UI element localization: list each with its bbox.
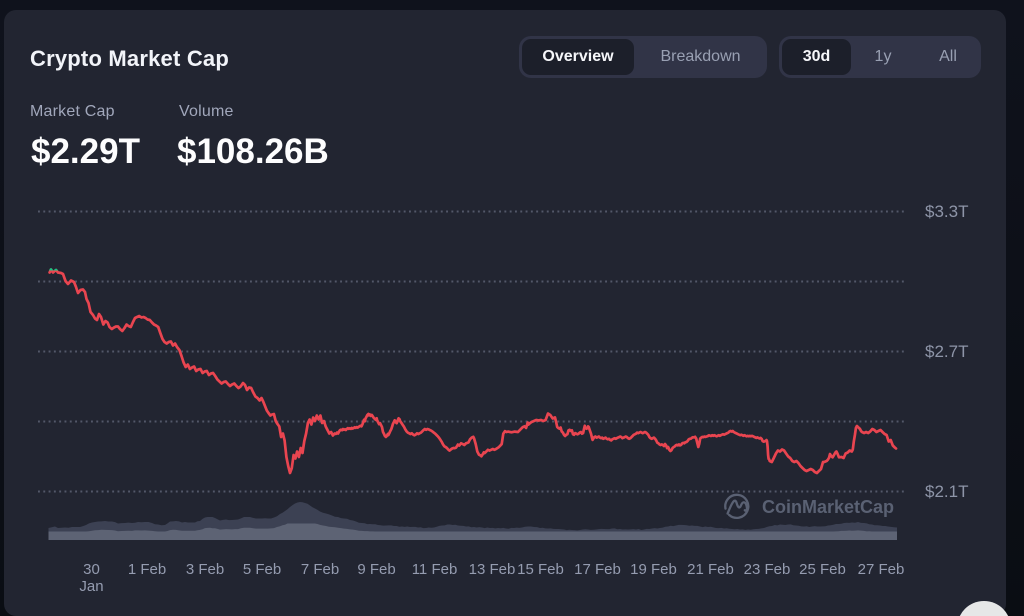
svg-text:CoinMarketCap: CoinMarketCap — [762, 497, 894, 517]
